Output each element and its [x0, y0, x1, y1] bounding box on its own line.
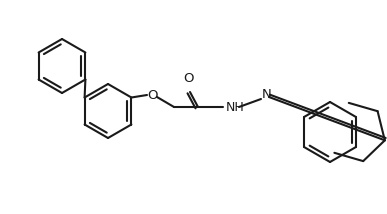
- Text: O: O: [147, 89, 157, 101]
- Text: NH: NH: [226, 101, 245, 113]
- Text: O: O: [184, 72, 194, 85]
- Text: N: N: [262, 88, 272, 101]
